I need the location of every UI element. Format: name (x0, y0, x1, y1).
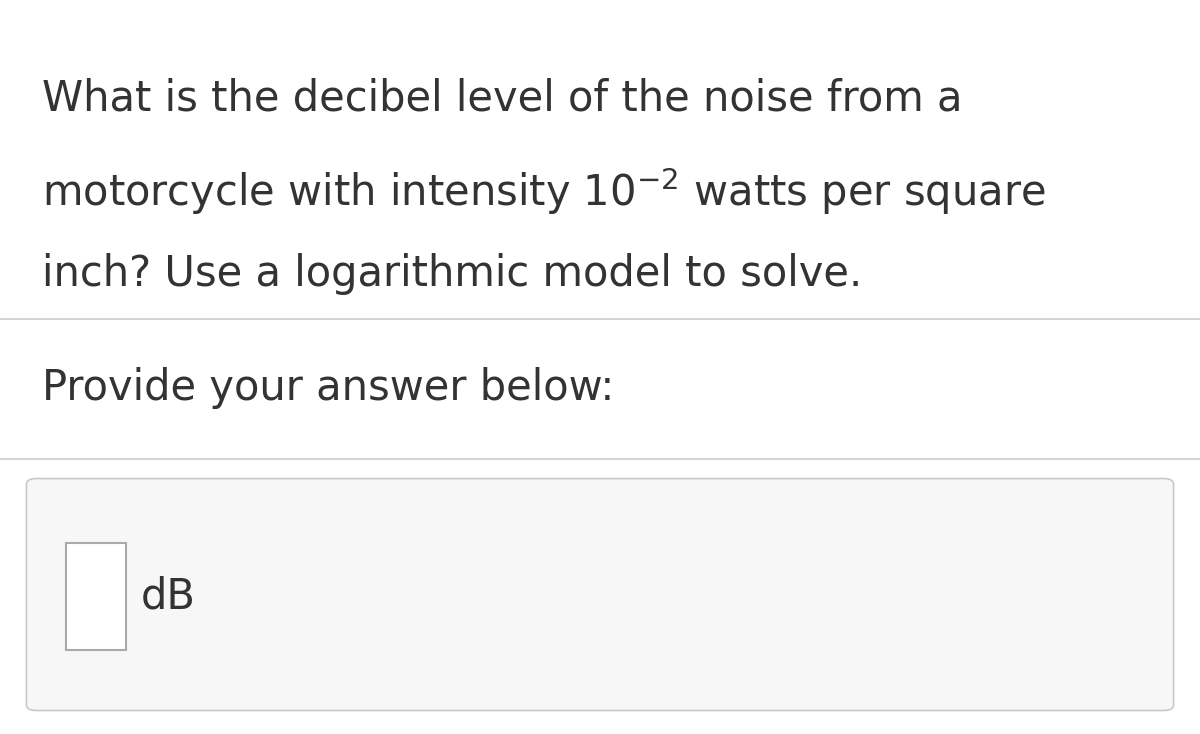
Text: What is the decibel level of the noise from a: What is the decibel level of the noise f… (42, 77, 962, 119)
Text: dB: dB (140, 575, 196, 617)
Text: inch? Use a logarithmic model to solve.: inch? Use a logarithmic model to solve. (42, 253, 863, 295)
Text: motorcycle with intensity $\mathdefault{10^{-2}}$ watts per square: motorcycle with intensity $\mathdefault{… (42, 165, 1045, 217)
FancyBboxPatch shape (66, 543, 126, 650)
FancyBboxPatch shape (26, 479, 1174, 711)
Text: Provide your answer below:: Provide your answer below: (42, 367, 614, 409)
